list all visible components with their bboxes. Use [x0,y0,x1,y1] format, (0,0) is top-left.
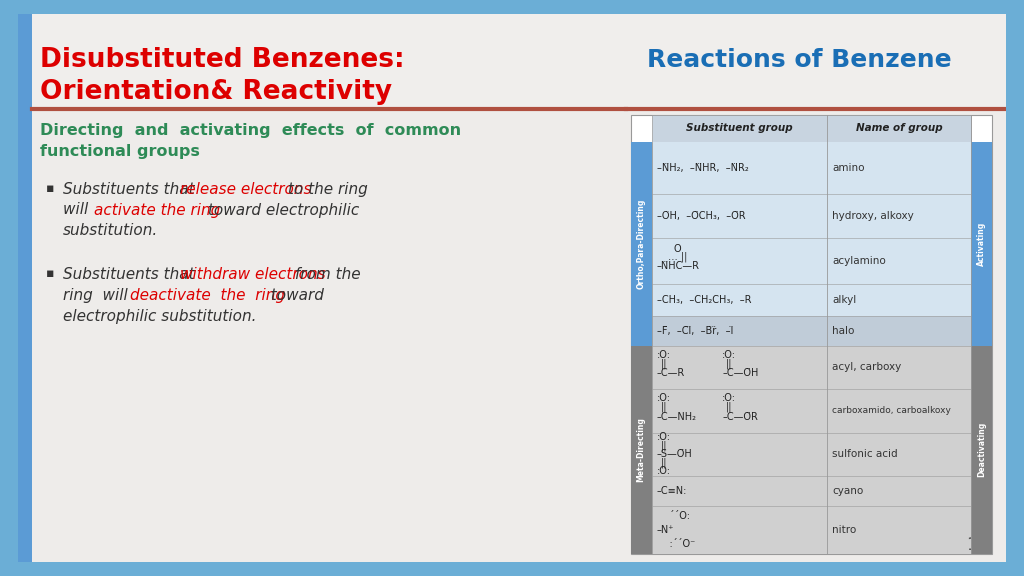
Text: carboxamido, carboalkoxy: carboxamido, carboalkoxy [833,406,951,415]
Text: Activating: Activating [977,222,986,266]
Text: O: O [674,244,682,255]
Bar [18,14,32,562]
Bar [652,476,971,506]
Text: ||: || [726,358,732,369]
Text: Directing  and  activating  effects  of  common: Directing and activating effects of comm… [40,123,461,138]
Text: :O:: :O: [656,350,671,360]
Bar [652,142,971,194]
Text: from the: from the [290,267,360,282]
Text: ||: || [660,402,667,412]
Bar [971,346,992,554]
Text: –C—R: –C—R [656,368,685,378]
Text: –F̈̈,  –C̈̈l̈,  –B̈̈r̈,  –Ï̈: –F̈̈, –C̈̈l̈, –B̈̈r̈, –Ï̈ [656,325,733,336]
Bar [971,142,992,346]
Text: release electrons: release electrons [180,181,312,196]
Text: alkyl: alkyl [833,295,856,305]
Text: Substituents that: Substituents that [62,181,200,196]
Text: electrophilic substitution.: electrophilic substitution. [62,309,256,324]
Text: cyano: cyano [833,486,863,496]
Text: ▪: ▪ [45,267,54,280]
Text: ▪: ▪ [45,181,54,195]
Text: acyl, carboxy: acyl, carboxy [833,362,901,372]
Text: :O:: :O: [656,432,671,442]
Bar [631,142,652,346]
Text: Reactions of Benzene: Reactions of Benzene [647,48,951,72]
Text: toward electrophilic: toward electrophilic [203,203,358,218]
Text: deactivate  the  ring: deactivate the ring [130,288,286,303]
Bar [652,238,971,284]
Text: ||: || [660,358,667,369]
Text: Substituent group: Substituent group [686,123,793,134]
Bar [652,389,971,433]
Text: Deactivating: Deactivating [977,422,986,478]
Text: ||: || [660,458,667,468]
Text: Disubstituted Benzenes:: Disubstituted Benzenes: [40,47,404,73]
Text: –C—ÖR: –C—ÖR [722,411,758,422]
Text: amino: amino [833,163,864,173]
Bar [652,194,971,238]
Text: –C—ÖH: –C—ÖH [722,368,759,378]
Text: … ||: … || [669,252,687,262]
Text: Meta-Directing: Meta-Directing [637,418,646,482]
Bar [652,284,971,316]
Text: –ÖH,  –ÖCH₃,  –ÖR: –ÖH, –ÖCH₃, –ÖR [656,211,745,221]
Text: –N̈H₂,  –N̈HR,  –N̈R₂: –N̈H₂, –N̈HR, –N̈R₂ [656,163,749,173]
Bar [652,433,971,476]
Text: acylamino: acylamino [833,256,886,266]
Text: Name of group: Name of group [856,123,942,134]
Text: –N̈HC—R: –N̈HC—R [656,260,699,271]
Text: –S—ÖH: –S—ÖH [656,449,692,460]
Text: :O:: :O: [722,393,736,404]
Bar [652,506,971,554]
Text: nitro: nitro [833,525,856,535]
Text: substitution.: substitution. [62,223,158,238]
Text: –CH₃,  –CH₂CH₃,  –R: –CH₃, –CH₂CH₃, –R [656,295,751,305]
Text: ||: || [660,441,667,451]
Text: Orientation& Reactivity: Orientation& Reactivity [40,79,392,105]
Bar [652,316,971,346]
Text: withdraw electrons: withdraw electrons [180,267,326,282]
Bar [18,14,1006,109]
Text: to the ring: to the ring [283,181,368,196]
Bar [631,346,652,554]
Bar [652,346,971,389]
Bar [652,115,971,142]
Bar [631,115,992,554]
Text: :O:: :O: [656,467,671,476]
Text: toward: toward [261,288,325,303]
Text: ring  will: ring will [62,288,132,303]
Text: will: will [62,203,93,218]
Text: :O:: :O: [722,350,736,360]
Text: functional groups: functional groups [40,143,200,158]
Text: Ortho,Para-Directing: Ortho,Para-Directing [637,199,646,289]
Text: :O:: :O: [656,393,671,404]
Text: ||: || [726,402,732,412]
Text: 17: 17 [966,536,987,554]
Text: hydroxy, alkoxy: hydroxy, alkoxy [833,211,913,221]
Text: ´´O:: ´´O: [656,511,689,521]
Text: –C≡N:: –C≡N: [656,486,687,496]
Bar [18,109,1006,562]
Text: halo: halo [833,325,854,336]
Text: activate the ring: activate the ring [93,203,220,218]
Text: sulfonic acid: sulfonic acid [833,449,898,460]
Text: –C—NH₂: –C—NH₂ [656,411,696,422]
Text: –N⁺: –N⁺ [656,525,674,535]
Text: :´´O⁻: :´´O⁻ [656,539,695,549]
Text: Substituents that: Substituents that [62,267,200,282]
